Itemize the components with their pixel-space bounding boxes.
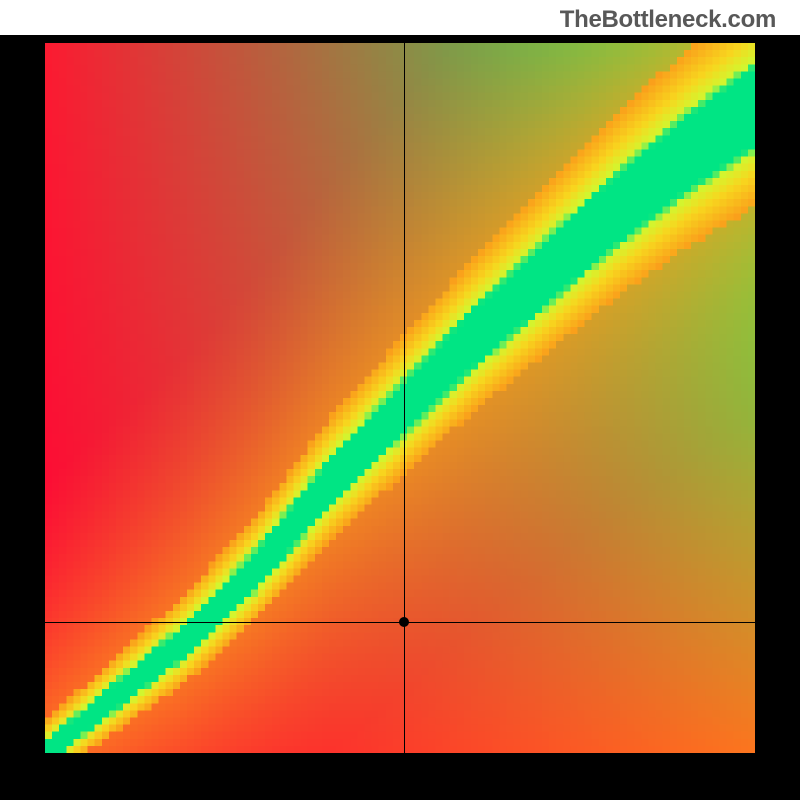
watermark-text: TheBottleneck.com [560, 6, 776, 34]
chart-frame [0, 35, 800, 800]
heatmap-plot [45, 43, 755, 753]
crosshair-vertical [404, 43, 405, 753]
heatmap-canvas [45, 43, 755, 753]
data-point-marker [399, 617, 409, 627]
